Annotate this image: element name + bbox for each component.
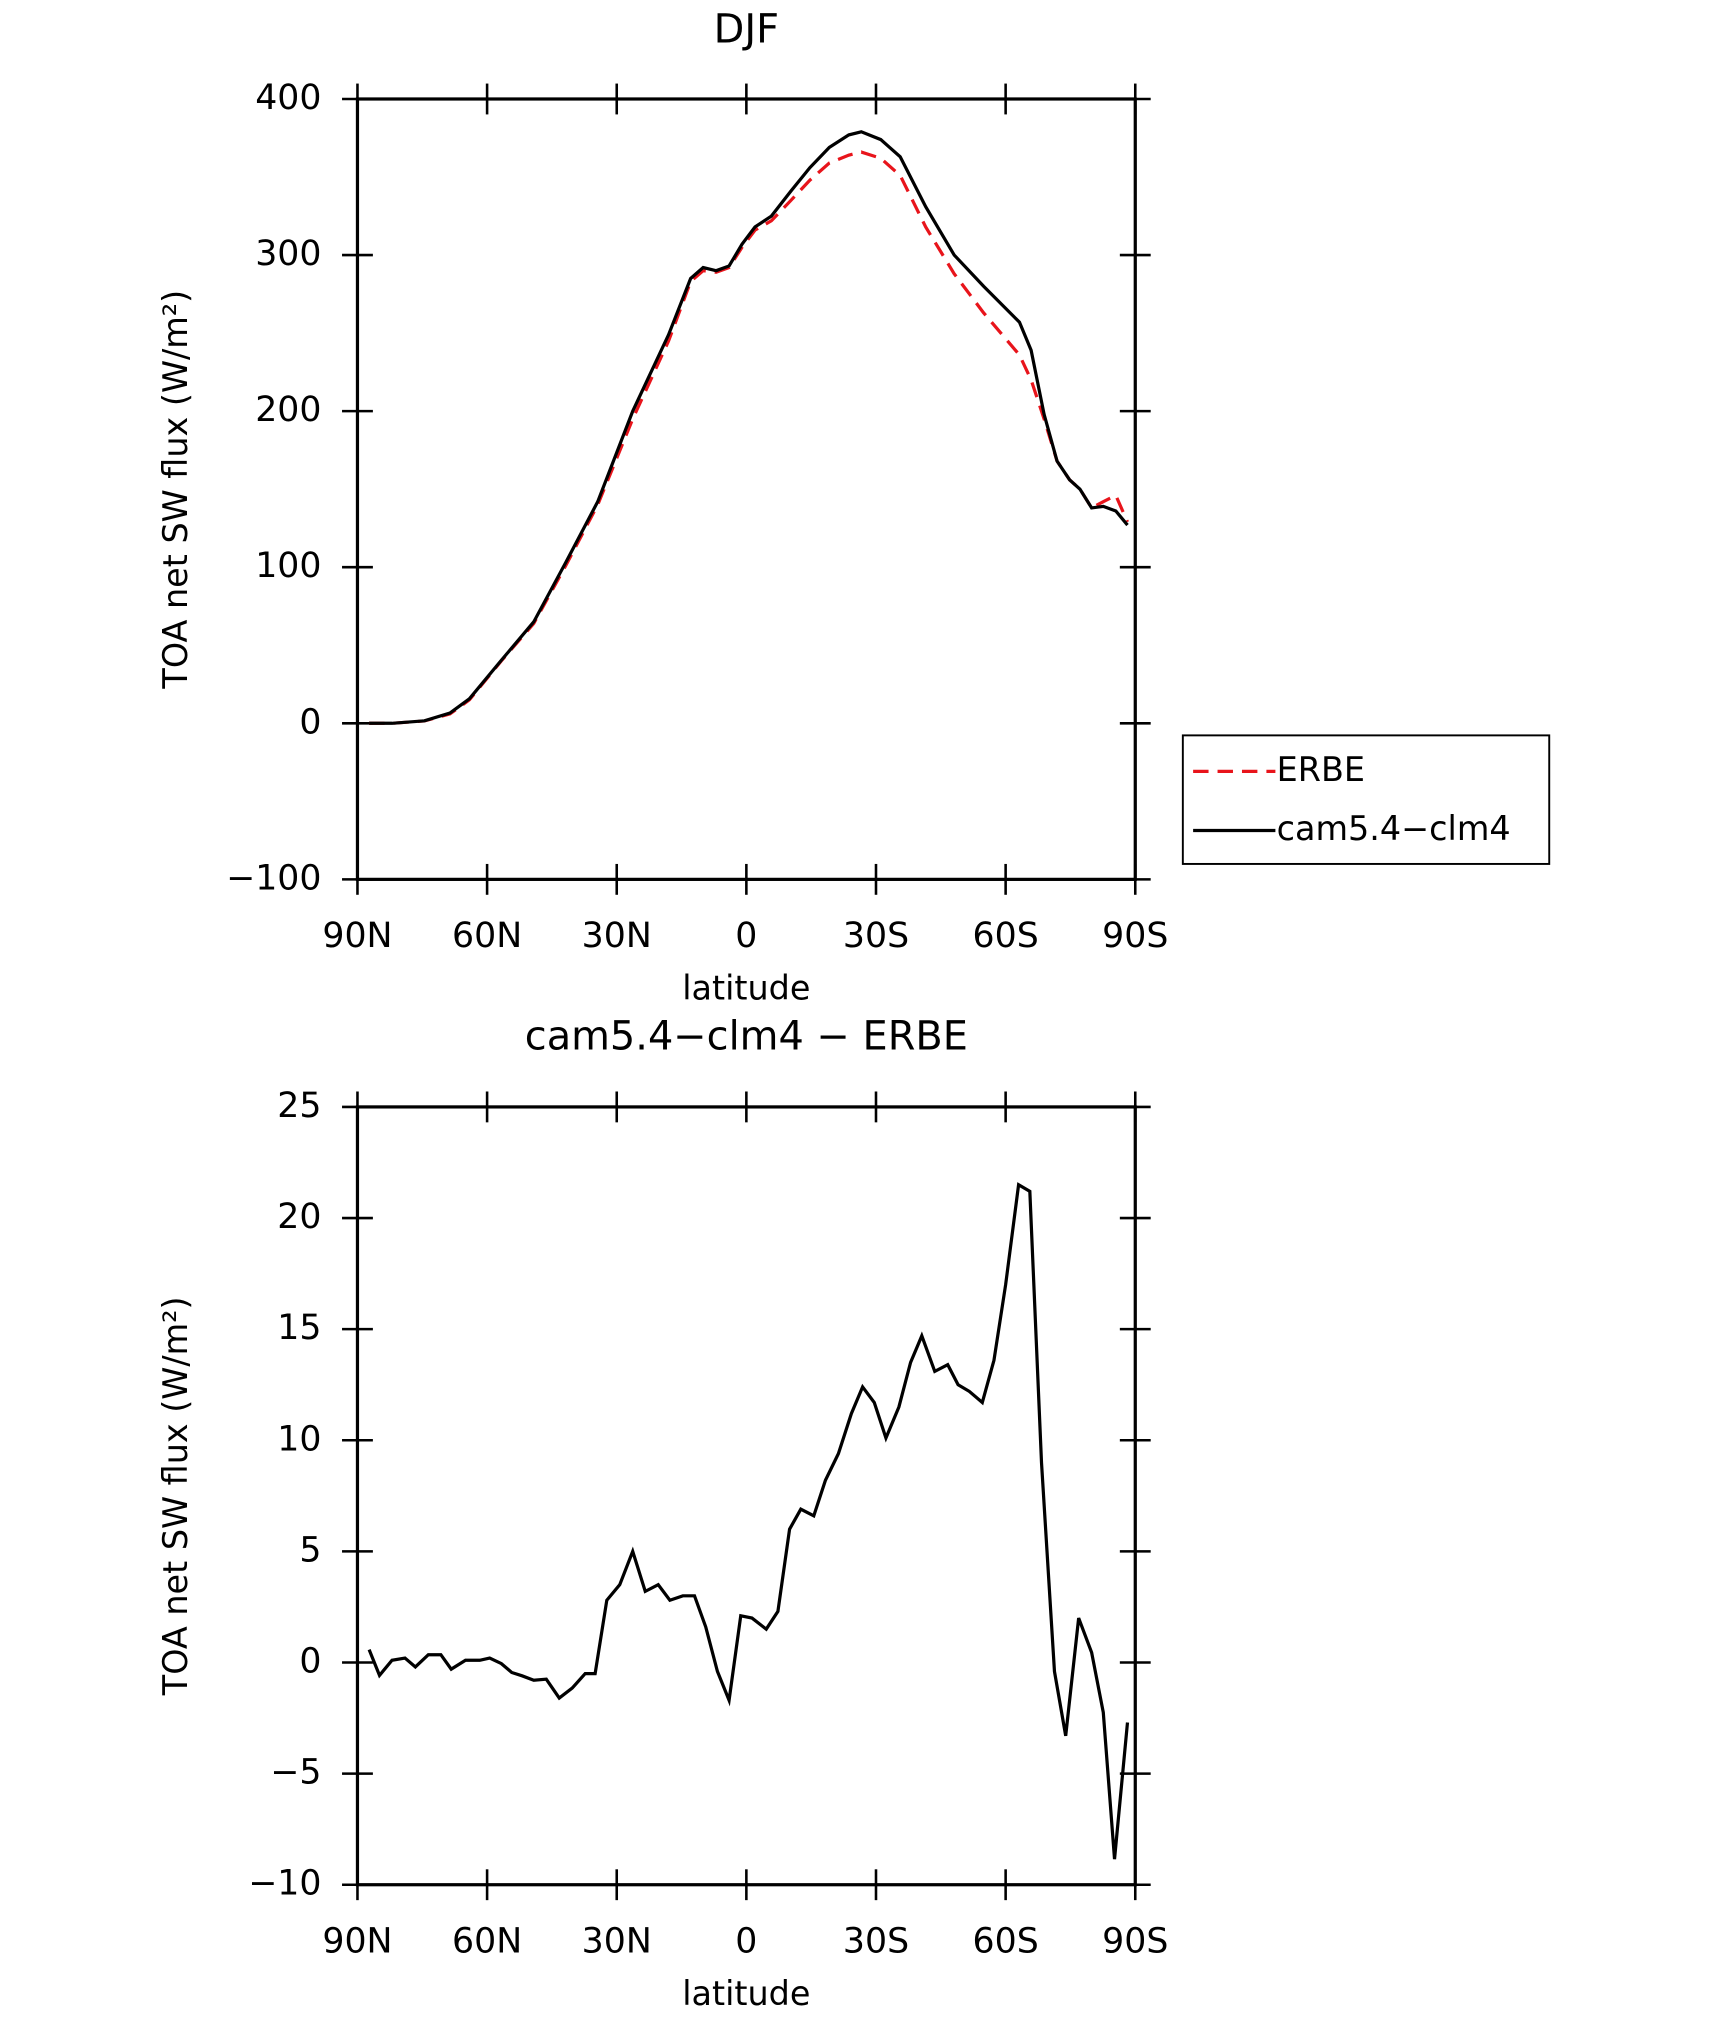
x-tick-label: 90S [1102, 916, 1168, 956]
y-tick-label: 400 [255, 78, 321, 118]
plot-frame [355, 97, 1137, 881]
y-tick-label: −10 [248, 1864, 321, 1904]
x-tick-label: 0 [735, 916, 757, 956]
data-line [369, 130, 1129, 725]
plot-frame [355, 1105, 1137, 1887]
y-tick-label: 25 [277, 1086, 321, 1126]
y-tick-label: 0 [299, 1641, 321, 1681]
y-tick-label: 200 [255, 390, 321, 430]
x-tick-label: 0 [735, 1922, 757, 1962]
y-axis-label: TOA net SW flux (W/m²) [156, 1296, 195, 1696]
y-axis-label: TOA net SW flux (W/m²) [156, 290, 195, 690]
x-tick-label: 30S [843, 916, 909, 956]
y-tick-label: 10 [277, 1419, 321, 1459]
x-tick-label: 90N [322, 1922, 392, 1962]
x-tick-label: 90N [322, 916, 392, 956]
chart-title: cam5.4−clm4 − ERBE [525, 1013, 968, 1059]
y-tick-label: −5 [270, 1753, 321, 1793]
data-line [367, 1182, 1130, 1860]
x-tick-label: 30S [843, 1922, 909, 1962]
x-axis-label: latitude [682, 1974, 810, 2013]
y-tick-label: 0 [299, 702, 321, 742]
y-tick-label: 5 [299, 1530, 321, 1570]
x-tick-label: 60S [973, 1922, 1039, 1962]
y-tick-label: 100 [255, 546, 321, 586]
y-tick-label: 15 [277, 1308, 321, 1348]
x-tick-label: 90S [1102, 1922, 1168, 1962]
x-tick-label: 30N [582, 916, 652, 956]
legend-label: cam5.4−clm4 [1277, 809, 1511, 848]
y-tick-label: 20 [277, 1197, 321, 1237]
x-tick-label: 30N [582, 1922, 652, 1962]
y-tick-label: −100 [226, 858, 321, 898]
x-tick-label: 60S [973, 916, 1039, 956]
x-tick-label: 60N [452, 1922, 522, 1962]
legend-label: ERBE [1277, 750, 1365, 789]
legend-box [1181, 734, 1551, 865]
chart-title: DJF [714, 7, 779, 53]
x-axis-label: latitude [682, 968, 810, 1007]
x-tick-label: 60N [452, 916, 522, 956]
y-tick-label: 300 [255, 234, 321, 274]
